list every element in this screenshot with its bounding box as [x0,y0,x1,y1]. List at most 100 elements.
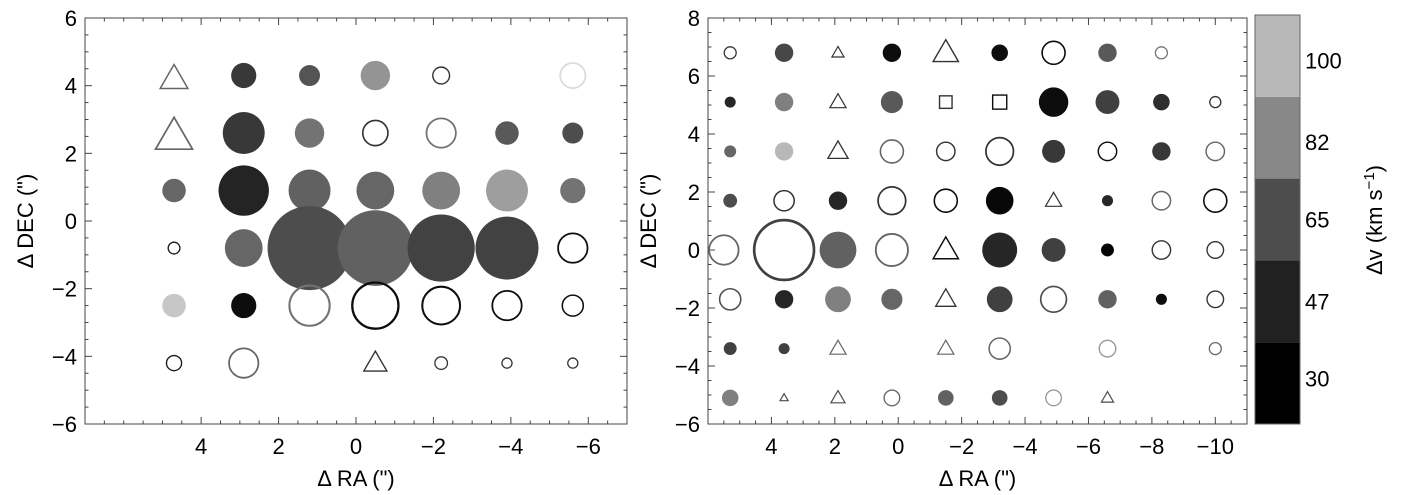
data-point-circle [501,357,513,369]
data-point-disk [1098,290,1117,309]
data-point-disk [937,390,954,406]
data-point-triangle [779,392,790,402]
x-tick-label: −6 [576,434,601,459]
data-point-disk [1152,142,1171,161]
data-point-disk [1038,87,1069,117]
data-point-circle [708,234,740,266]
data-point-triangle [828,339,848,355]
y-tick-label: −4 [52,344,77,369]
y-tick-label: 6 [65,6,77,31]
colorbar-band [1255,178,1300,261]
data-point-disk [778,343,790,355]
data-point-disk [485,169,528,212]
data-point-circle [557,232,589,264]
colorbar-band [1255,96,1300,179]
data-point-disk [222,112,265,155]
data-point-circle [985,136,1015,167]
y-axis-label: Δ DEC (") [636,174,661,269]
data-point-circle [491,289,523,322]
data-point-circle [879,139,905,164]
data-point-circle [1151,190,1172,211]
x-tick-label: 0 [892,434,904,459]
data-point-circle [1154,46,1169,60]
data-point-disk [881,288,903,310]
data-point-circle [718,287,742,311]
data-point-circle [988,337,1012,360]
data-point-circle [1206,241,1225,259]
data-point-disk [1042,139,1066,163]
data-point-disk [218,165,269,216]
left-panel: 4 2 0 −2 −4 −6 6 4 2 0 −2 −4 −6 Δ RA (") Δ DEC (") [13,6,628,491]
data-point-circle [723,46,737,60]
data-point-circle [935,141,956,162]
y-tick-label: 2 [688,180,700,205]
data-point-disk [267,206,352,291]
y-tick-label: −6 [52,412,77,437]
data-point-disk [991,390,1008,406]
data-point-disk [162,178,186,203]
y-tick-label: 4 [65,74,77,99]
data-point-triangle [158,63,190,90]
data-point-circle [1202,188,1228,213]
data-point-disk [986,286,1013,313]
data-point-disk [337,210,414,286]
y-tick-label: 0 [688,238,700,263]
data-point-square [938,95,953,110]
data-point-disk [224,229,263,267]
data-point-disk [288,169,331,212]
x-tick-label: 4 [765,434,777,459]
data-point-disk [162,293,186,318]
data-point-disk [1155,293,1167,305]
data-point-triangle [934,287,958,307]
data-point-disk [231,292,257,319]
data-point-circle [1039,285,1068,314]
colorbar-tick-label: 82 [1305,130,1329,155]
data-point-disk [774,142,794,161]
x-tick-label: −8 [1139,434,1164,459]
data-point-triangle [154,115,195,151]
data-point-disk [724,145,737,158]
data-point-circle [1098,339,1117,358]
data-point-circle [167,241,181,255]
data-point-circle [1045,389,1063,407]
data-point-disk [1153,93,1170,111]
data-point-circle [877,186,907,216]
data-point-disk [982,232,1018,268]
data-point-disk [560,177,586,204]
data-point-disk [294,118,325,148]
data-point-circle [351,281,400,330]
y-tick-label: −6 [675,412,700,437]
data-point-circle [432,66,451,85]
data-point-disk [985,186,1014,215]
data-point-disk [299,65,321,87]
data-point-triangle [1100,390,1115,403]
y-tick-label: 4 [688,122,700,147]
data-point-triangle [931,38,960,63]
data-point-circle [1151,240,1172,260]
data-point-disk [495,121,519,145]
data-point-disk [723,193,738,208]
x-axis-label: Δ RA (") [317,466,395,491]
y-tick-label: 8 [688,6,700,31]
y-tick-label: 2 [65,141,77,166]
x-tick-label: 0 [350,434,362,459]
x-tick-label: −10 [1197,434,1234,459]
colorbar-tick-label: 47 [1305,289,1329,314]
data-point-triangle [826,139,850,160]
data-point-circle [361,119,389,147]
x-axis-label: Δ RA (") [939,466,1017,491]
data-point-circle [1208,341,1222,356]
data-point-circle [421,285,462,326]
data-point-circle [165,354,183,372]
data-point-disk [774,92,794,112]
data-point-disk [774,290,794,309]
colorbar-band [1255,260,1300,343]
data-point-disk [723,342,737,356]
data-point-circle [1205,141,1226,162]
data-point-triangle [936,339,955,355]
data-point-triangle [830,45,846,58]
x-tick-label: −4 [498,434,523,459]
data-point-disk [231,62,257,89]
data-point-disk [1041,238,1066,262]
